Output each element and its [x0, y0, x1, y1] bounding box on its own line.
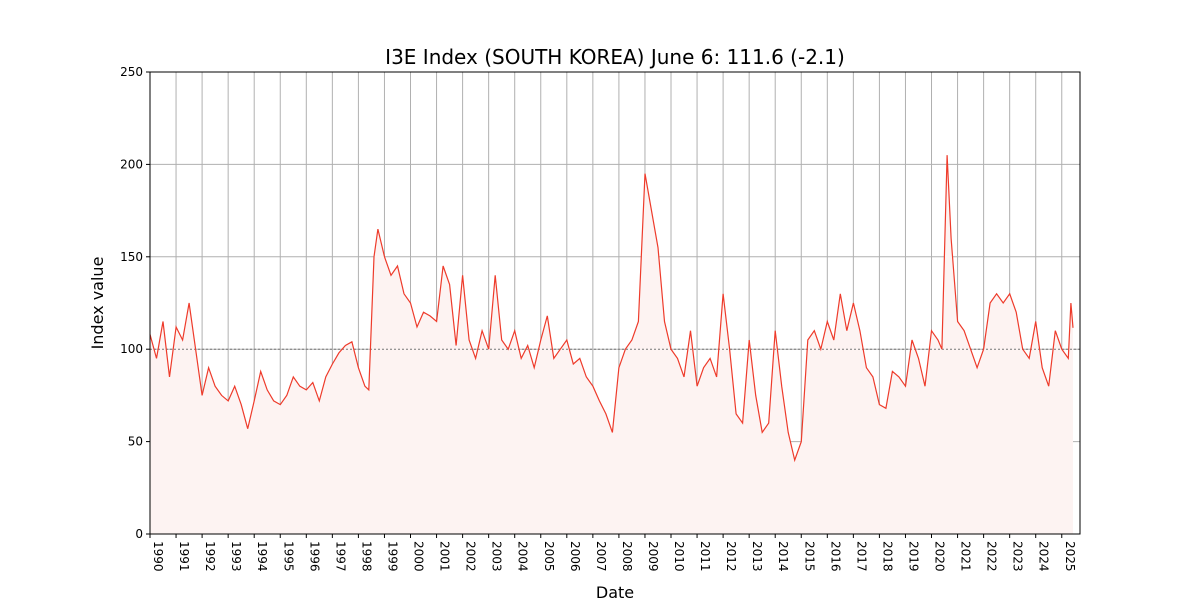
x-tick-label: 2015 [802, 541, 816, 572]
y-axis-label: Index value [88, 257, 107, 350]
x-tick-label: 2004 [516, 541, 530, 572]
x-tick-label: 2007 [594, 541, 608, 572]
y-tick-label: 150 [120, 250, 143, 264]
area [150, 155, 1073, 534]
x-axis-label: Date [596, 583, 634, 600]
x-tick-label: 2001 [438, 541, 452, 572]
x-tick-label: 1990 [151, 541, 165, 572]
x-tick-label: 2011 [698, 541, 712, 572]
x-tick-label: 2022 [985, 541, 999, 572]
x-tick-label: 2024 [1037, 541, 1051, 572]
x-tick-label: 1993 [229, 541, 243, 572]
x-tick-label: 2002 [464, 541, 478, 572]
x-tick-label: 1998 [359, 541, 373, 572]
x-tick-label: 1994 [255, 541, 269, 572]
x-tick-label: 2019 [906, 541, 920, 572]
y-tick-label: 50 [128, 435, 143, 449]
x-tick-label: 2018 [880, 541, 894, 572]
x-tick-label: 1992 [203, 541, 217, 572]
x-tick-label: 2010 [672, 541, 686, 572]
line [149, 155, 1074, 463]
x-tick-label: 2008 [620, 541, 634, 572]
x-tick-label: 2012 [724, 541, 738, 572]
x-tick-label: 2020 [933, 541, 947, 572]
y-tick-label: 100 [120, 342, 143, 356]
x-tick-label: 2006 [568, 541, 582, 572]
x-tick-label: 2017 [854, 541, 868, 572]
x-tick-label: 2013 [750, 541, 764, 572]
y-tick-label: 200 [120, 157, 143, 171]
x-tick-label: 2023 [1011, 541, 1025, 572]
x-tick-label: 2014 [776, 541, 790, 572]
x-tick-label: 1991 [177, 541, 191, 572]
x-tick-label: 1999 [385, 541, 399, 572]
y-tick-label: 250 [120, 65, 143, 79]
x-tick-label: 1996 [307, 541, 321, 572]
x-tick-label: 1995 [281, 541, 295, 572]
x-tick-label: 2025 [1063, 541, 1077, 572]
x-tick-label: 2009 [646, 541, 660, 572]
x-tick-label: 2005 [542, 541, 556, 572]
x-tick-label: 1997 [333, 541, 347, 572]
y-tick-label: 0 [135, 527, 143, 541]
chart-title: I3E Index (SOUTH KOREA) June 6: 111.6 (-… [385, 45, 845, 69]
x-tick-label: 2021 [959, 541, 973, 572]
x-tick-label: 2003 [490, 541, 504, 572]
x-tick-label: 2016 [828, 541, 842, 572]
plot-frame [149, 71, 1081, 535]
x-tick-label: 2000 [412, 541, 426, 572]
